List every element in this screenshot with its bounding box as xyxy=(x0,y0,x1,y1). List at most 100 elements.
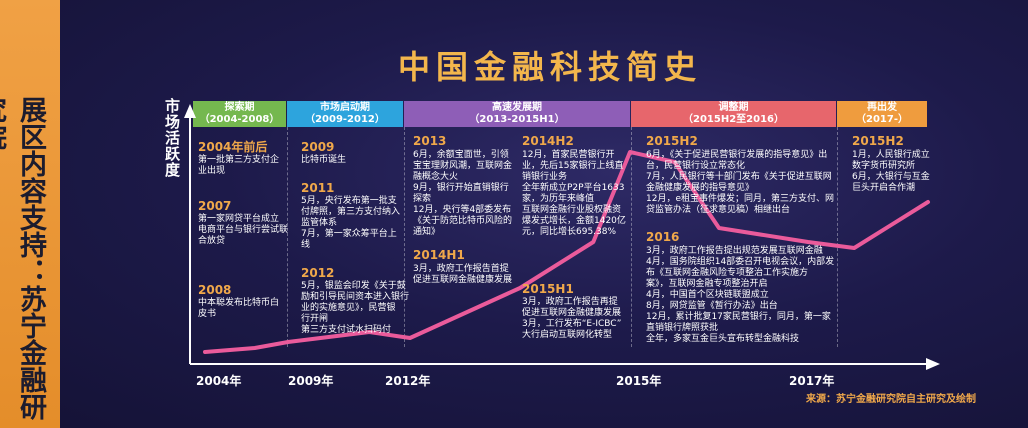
event-line: 12月，累计批复17家民营银行，同月，第一家 xyxy=(646,312,831,322)
event-line: 4月，国务院组织14部委召开电视会议，内部发 xyxy=(646,257,835,267)
event-year: 2011 xyxy=(301,181,335,195)
event-line: 付牌照，第三方支付纳入 xyxy=(301,207,401,217)
x-tick-label: 2015年 xyxy=(616,374,662,388)
event-line: 8月，网贷监管《暂行办法》出台 xyxy=(646,301,778,311)
event-line: 线 xyxy=(301,240,311,250)
event-line: 数字货币研究所 xyxy=(852,161,916,171)
phase-header-growth: 高速发展期 （2013-2015H1） xyxy=(404,101,630,127)
event-year: 2015H1 xyxy=(522,282,574,296)
event-line: 探索 xyxy=(413,194,432,204)
event-line: 合放贷 xyxy=(198,236,226,246)
event-year: 2015H2 xyxy=(852,134,904,148)
event-line: 通知》 xyxy=(413,227,441,237)
event-text: 第一家网贷平台成立 电商平台与银行尝试联 合放贷 xyxy=(198,214,288,247)
phase-divider xyxy=(287,127,288,347)
event-line: 业，先后15家银行上线直 xyxy=(522,161,624,171)
event-year: 2013 xyxy=(413,134,447,148)
event-line: 5月，央行发布第一批支 xyxy=(301,196,397,206)
phase-range: （2015H2至2016） xyxy=(683,114,784,125)
event-line: 互联网金融行业股权融资 xyxy=(522,205,622,215)
event-year: 2007 xyxy=(198,199,232,213)
event-line: 巨头开启合作潮 xyxy=(852,183,916,193)
event-line: 6月，余额宝面世，引领 xyxy=(413,150,509,160)
event-year: 2012 xyxy=(301,266,335,280)
event-line: 第一批第三方支付企 xyxy=(198,155,280,165)
event-line: 3月，政府工作报告首提 xyxy=(413,264,509,274)
event-text: 5月，央行发布第一批支 付牌照，第三方支付纳入 监管体系 7月，第一家众筹平台上… xyxy=(301,196,400,251)
event-line: 爆发式增长，金额1420亿 xyxy=(522,216,626,226)
event-text: 6月，《关于促进民营银行发展的指导意见》出 台，民营银行设立常态化 7月，人民银… xyxy=(646,150,834,216)
phase-divider xyxy=(404,127,405,347)
y-axis-label: 市场活跃度 xyxy=(163,98,181,178)
event-line: 1月，人民银行成立 xyxy=(852,150,930,160)
activity-curve xyxy=(203,150,930,354)
phase-header-exploration: 探索期 （2004-2008） xyxy=(193,101,286,127)
phase-range: （2013-2015H1） xyxy=(469,114,565,125)
event-year: 2015H2 xyxy=(646,134,698,148)
event-line: 促进互联网金融健康发展 xyxy=(413,275,513,285)
phase-range: （2017-） xyxy=(856,114,908,125)
event-line: 第一家网贷平台成立 xyxy=(198,214,280,224)
event-line: 比特币诞生 xyxy=(301,155,347,165)
event-line: 电商平台与银行尝试联 xyxy=(198,225,289,235)
event-line: 12月，e租宝事件爆发；同月，第三方支付、网 xyxy=(646,194,834,204)
event-line: 皮书 xyxy=(198,309,217,319)
event-line: 金融健康发展的指导意见》 xyxy=(646,183,755,193)
event-line: 监管体系 xyxy=(301,218,338,228)
event-line: 家，为历年来峰值 xyxy=(522,194,595,204)
event-line: 布《互联网金融风险专项整治工作实施方 xyxy=(646,268,809,278)
event-year: 2004年前后 xyxy=(198,140,268,154)
phase-header-launch: 市场启动期 （2009-2012） xyxy=(287,101,403,127)
event-line: 销银行业务 xyxy=(522,172,568,182)
event-line: 12月，首家民营银行开 xyxy=(522,150,615,160)
event-line: 12月，央行等4部委发布 xyxy=(413,205,512,215)
sidebar-credit: 展区内容支持：苏宁金融研究院 xyxy=(0,96,46,420)
event-line: 宝宝理财风潮，互联网金 xyxy=(413,161,513,171)
event-line: 全年新成立P2P平台1633 xyxy=(522,183,625,193)
phase-title: 高速发展期 xyxy=(492,102,542,113)
event-text: 5月，银监会印发《关于鼓 励和引导民间资本进入银行 业的实施意见》，民营银 行开… xyxy=(301,281,409,336)
event-line: 融概念大火 xyxy=(413,172,459,182)
event-line: 促进互联网金融健康发展 xyxy=(522,308,622,318)
phase-range: （2004-2008） xyxy=(199,114,280,125)
event-line: 元，同比增长695.38% xyxy=(522,227,617,237)
event-line: 7月，人民银行等十部门发布《关于促进互联网 xyxy=(646,172,832,182)
event-line: 行开闸 xyxy=(301,314,329,324)
event-line: 业出现 xyxy=(198,166,226,176)
event-line: 业的实施意见》，民营银 xyxy=(301,303,396,313)
event-line: 6月，《关于促进民营银行发展的指导意见》出 xyxy=(646,150,828,160)
event-line: 中本聪发布比特币白 xyxy=(198,298,280,308)
sidebar: 展区内容支持：苏宁金融研究院 xyxy=(0,0,60,428)
event-line: 直销银行牌照获批 xyxy=(646,323,719,333)
x-tick-label: 2017年 xyxy=(789,374,835,388)
event-line: 大行启动互联网化转型 xyxy=(522,330,613,340)
event-line: 案》，互联网金融专项整治开启 xyxy=(646,279,768,289)
event-line: 6月，大银行与互金 xyxy=(852,172,930,182)
phase-header-restart: 再出发 （2017-） xyxy=(837,101,927,127)
y-axis-arrow xyxy=(184,104,196,118)
event-line: 5月，银监会印发《关于鼓 xyxy=(301,281,406,291)
x-axis-arrow xyxy=(926,358,940,370)
event-text: 3月，政府工作报告提出规范发展互联网金融 4月，国务院组织14部委召开电视会议，… xyxy=(646,246,834,345)
event-line: 4月，中国首个区块链联盟成立 xyxy=(646,290,769,300)
event-line: 第三方支付试水扫码付 xyxy=(301,325,392,335)
event-text: 6月，余额宝面世，引领 宝宝理财风潮，互联网金 融概念大火 9月，银行开始直销银… xyxy=(413,150,512,238)
event-line: 9月，银行开始直销银行 xyxy=(413,183,509,193)
x-tick-label: 2004年 xyxy=(196,374,242,388)
phase-header-adjustment: 调整期 （2015H2至2016） xyxy=(631,101,836,127)
x-tick-label: 2012年 xyxy=(385,374,431,388)
event-line: 励和引导民间资本进入银行 xyxy=(301,292,410,302)
event-line: 台，民营银行设立常态化 xyxy=(646,161,746,171)
page-title: 中国金融科技简史 xyxy=(397,48,702,86)
event-line: 全年，多家互金巨头宣布转型金融科技 xyxy=(646,334,800,344)
event-year: 2014H1 xyxy=(413,248,465,262)
phase-divider xyxy=(837,127,838,347)
event-text: 12月，首家民营银行开 业，先后15家银行上线直 销银行业务 全年新成立P2P平… xyxy=(522,150,626,238)
event-line: 《关于防范比特币风险的 xyxy=(413,216,513,226)
event-line: 贷监管办法（征求意见稿）相继出台 xyxy=(646,205,791,215)
event-line: 3月，政府工作报告提出规范发展互联网金融 xyxy=(646,246,823,256)
phase-range: （2009-2012） xyxy=(305,114,385,125)
phase-title: 再出发 xyxy=(867,102,897,113)
x-tick-label: 2009年 xyxy=(288,374,334,388)
